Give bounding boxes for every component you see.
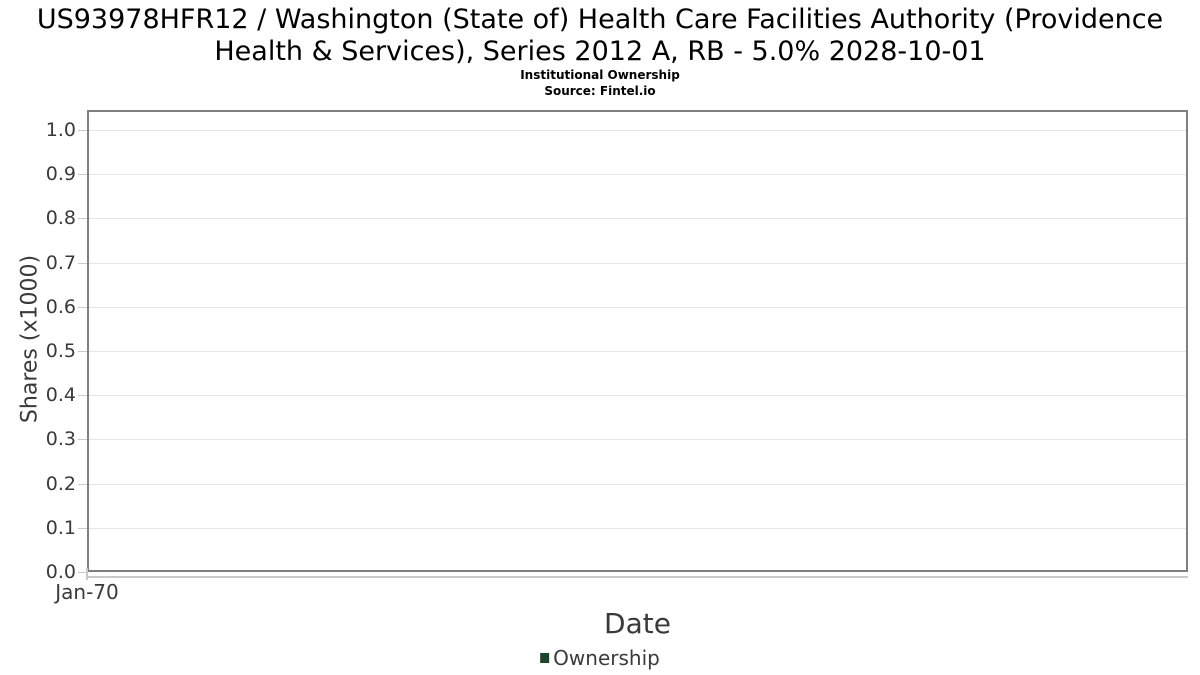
gridline [89, 351, 1186, 352]
x-axis-title: Date [604, 607, 671, 640]
gridline [89, 218, 1186, 219]
legend: Ownership [540, 646, 660, 670]
y-tick-label: 0.7 [45, 252, 76, 274]
chart-title: US93978HFR12 / Washington (State of) Hea… [0, 4, 1200, 68]
y-tick [78, 130, 87, 131]
chart-title-line-1: US93978HFR12 / Washington (State of) Hea… [36, 4, 1164, 35]
y-tick-label: 0.8 [45, 207, 76, 229]
plot-area [87, 110, 1188, 572]
y-tick-label: 0.0 [45, 561, 76, 583]
y-tick [78, 218, 87, 219]
y-tick [78, 528, 87, 529]
y-tick-label: 0.1 [45, 517, 76, 539]
gridline [89, 484, 1186, 485]
y-tick [78, 484, 87, 485]
y-tick-label: 1.0 [45, 119, 76, 141]
legend-series-label: Ownership [553, 646, 660, 670]
gridline [89, 174, 1186, 175]
y-tick-label: 0.5 [45, 340, 76, 362]
y-tick [78, 572, 87, 573]
y-tick-label: 0.2 [45, 473, 76, 495]
y-tick [78, 174, 87, 175]
gridline [89, 263, 1186, 264]
y-tick-label: 0.3 [45, 428, 76, 450]
y-tick [78, 307, 87, 308]
y-tick [78, 439, 87, 440]
chart-source-label: Source: Fintel.io [544, 84, 656, 98]
gridline [89, 528, 1186, 529]
y-tick [78, 263, 87, 264]
gridline [89, 130, 1186, 131]
legend-marker-icon [540, 653, 550, 663]
y-tick [78, 351, 87, 352]
gridline [89, 307, 1186, 308]
chart-title-line-2: Health & Services), Series 2012 A, RB - … [214, 36, 986, 67]
x-tick [86, 568, 88, 580]
y-tick-label: 0.6 [45, 296, 76, 318]
y-tick-label: 0.9 [45, 163, 76, 185]
chart-subtitle: Institutional Ownership [520, 68, 680, 82]
x-axis-line [87, 576, 1188, 578]
y-tick-label: 0.4 [45, 384, 76, 406]
gridline [89, 395, 1186, 396]
y-tick [78, 395, 87, 396]
gridline [89, 439, 1186, 440]
x-tick-label: Jan-70 [55, 580, 119, 604]
